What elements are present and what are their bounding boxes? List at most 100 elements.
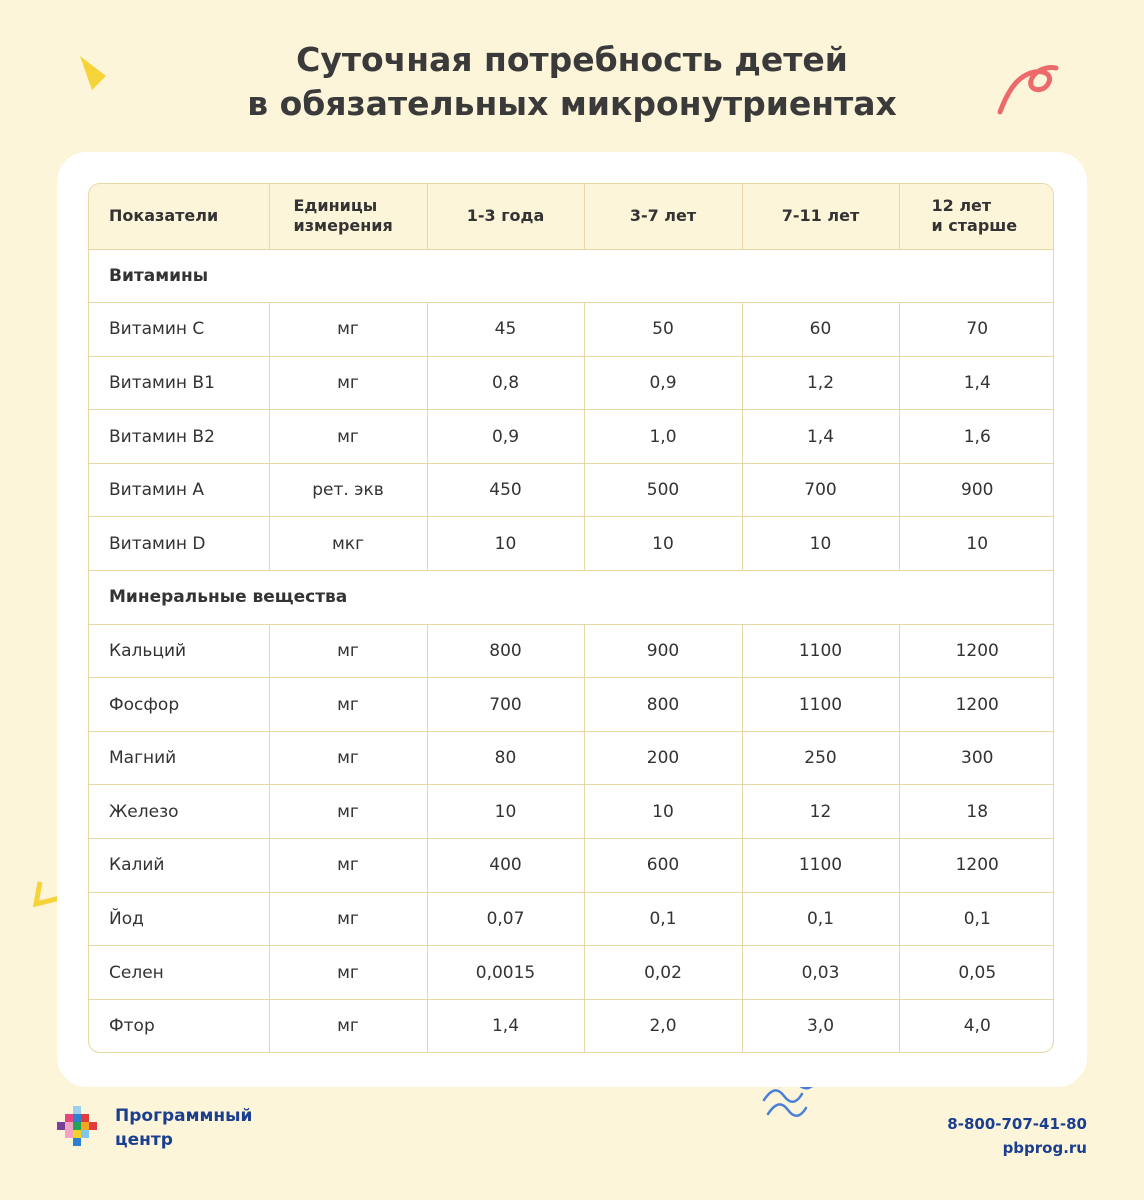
value-cell: 1,4 [427, 999, 585, 1052]
header-age-7-11: 7-11 лет [742, 184, 900, 250]
value-cell: 600 [584, 838, 743, 893]
title-line-2: в обязательных микронутриентах [247, 84, 897, 123]
value-cell: 300 [899, 731, 1053, 786]
value-cell: 18 [899, 784, 1053, 840]
unit-cell: рет. экв [269, 463, 428, 518]
value-cell: 10 [584, 516, 743, 572]
table-row: Селен мг 0,0015 0,02 0,03 0,05 [89, 945, 1053, 1000]
value-cell: 800 [584, 677, 743, 732]
value-cell: 10 [899, 516, 1053, 572]
nutrient-name: Магний [89, 731, 270, 786]
nutrient-name: Кальций [89, 624, 270, 679]
value-cell: 60 [742, 302, 900, 357]
table-wrapper: Показатели Единицы измерения 1-3 года 3-… [88, 183, 1054, 1053]
value-cell: 4,0 [963, 1016, 991, 1037]
nutrient-name: Витамин В1 [89, 356, 270, 411]
phone-number[interactable]: 8-800-707-41-80 [947, 1115, 1087, 1133]
value-cell: 0,8 [427, 356, 585, 411]
section-row: Витамины [89, 249, 1053, 304]
value-cell: 1200 [899, 677, 1053, 732]
micronutrients-table: Показатели Единицы измерения 1-3 года 3-… [89, 184, 1053, 1052]
header-age-3-7: 3-7 лет [584, 184, 743, 250]
header-age-1-3: 1-3 года [427, 184, 585, 250]
value-cell: 0,1 [899, 892, 1053, 947]
table-row: Витамин В1 мг 0,8 0,9 1,2 1,4 [89, 356, 1053, 411]
value-cell: 1100 [742, 624, 900, 679]
nutrient-name: Селен [89, 945, 270, 1000]
value-cell: 1,0 [584, 409, 743, 464]
nutrient-name: Витамин D [89, 516, 270, 572]
nutrient-name: Калий [89, 838, 270, 893]
table-row: Кальций мг 800 900 1100 1200 [89, 624, 1053, 679]
nutrient-name: Фтор [89, 999, 270, 1052]
nutrient-name: Витамин В2 [89, 409, 270, 464]
unit-cell: мг [269, 302, 428, 357]
value-cell: 1200 [899, 624, 1053, 679]
value-cell: 12 [742, 784, 900, 840]
value-cell: 10 [427, 516, 585, 572]
header-age-12-plus: 12 лет и старше [899, 184, 1053, 250]
table-header: Показатели Единицы измерения 1-3 года 3-… [89, 184, 1053, 250]
table-row: Витамин В2 мг 0,9 1,0 1,4 1,6 [89, 409, 1053, 464]
value-cell: 70 [899, 302, 1053, 357]
nutrient-name: Йод [89, 892, 270, 947]
red-squiggle-icon [997, 65, 1059, 115]
value-cell: 700 [742, 463, 900, 518]
value-cell: 1,6 [899, 409, 1053, 464]
value-cell: 450 [427, 463, 585, 518]
value-cell: 400 [427, 838, 585, 893]
yellow-triangle-icon [80, 56, 106, 90]
value-cell: 1100 [742, 677, 900, 732]
value-cell: 0,05 [899, 945, 1053, 1000]
unit-cell: мг [269, 945, 428, 1000]
table-row: Калий мг 400 600 1100 1200 [89, 838, 1053, 893]
unit-cell: мкг [269, 516, 428, 572]
value-cell: 3,0 [742, 999, 900, 1052]
table-row: Фтор мг 1,4 2,0 3,0 4,0 [89, 999, 1053, 1052]
value-cell: 0,07 [427, 892, 585, 947]
unit-cell: мг [269, 838, 428, 893]
value-cell: 80 [427, 731, 585, 786]
value-cell: 45 [427, 302, 585, 357]
header-units: Единицы измерения [269, 184, 428, 250]
nutrient-name: Железо [89, 784, 270, 840]
table-row: Фосфор мг 700 800 1100 1200 [89, 677, 1053, 732]
unit-cell: мг [269, 624, 428, 679]
unit-cell: мг [269, 731, 428, 786]
site-link[interactable]: pbprog.ru [1002, 1139, 1087, 1157]
nutrient-name: Фосфор [89, 677, 270, 732]
table-row: Железо мг 10 10 12 18 [89, 784, 1053, 840]
table-card: Показатели Единицы измерения 1-3 года 3-… [57, 152, 1087, 1087]
value-cell: 1100 [742, 838, 900, 893]
table-row: Магний мг 80 200 250 300 [89, 731, 1053, 786]
value-cell: 2,0 [584, 999, 743, 1052]
value-cell: 1,4 [742, 409, 900, 464]
value-cell: 200 [584, 731, 743, 786]
brand-logo-icon [57, 1106, 97, 1146]
contacts: 8-800-707-41-80 pbprog.ru [947, 1112, 1087, 1160]
value-cell: 0,03 [742, 945, 900, 1000]
unit-cell: мг [269, 784, 428, 840]
value-cell: 0,1 [584, 892, 743, 947]
value-cell: 900 [899, 463, 1053, 518]
value-cell: 0,1 [742, 892, 900, 947]
value-cell: 1,2 [742, 356, 900, 411]
unit-cell: мг [269, 892, 428, 947]
value-cell: 0,0015 [427, 945, 585, 1000]
nutrient-name: Витамин А [89, 463, 270, 518]
unit-cell: мг [269, 356, 428, 411]
unit-cell: мг [269, 677, 428, 732]
value-cell: 0,9 [427, 409, 585, 464]
unit-cell: мг [269, 999, 428, 1052]
value-cell: 10 [742, 516, 900, 572]
value-cell: 500 [584, 463, 743, 518]
section-title: Минеральные вещества [89, 570, 1053, 625]
page-title: Суточная потребность детей в обязательны… [0, 38, 1144, 126]
table-row: Йод мг 0,07 0,1 0,1 0,1 [89, 892, 1053, 947]
value-cell: 0,9 [584, 356, 743, 411]
section-row: Минеральные вещества [89, 570, 1053, 625]
